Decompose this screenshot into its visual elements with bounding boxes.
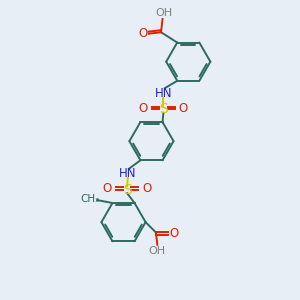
Text: O: O — [139, 102, 148, 115]
Text: HN: HN — [154, 87, 172, 100]
Text: O: O — [169, 227, 178, 240]
Text: S: S — [123, 183, 132, 197]
Text: HN: HN — [118, 167, 136, 180]
Text: O: O — [179, 102, 188, 115]
Text: CH₃: CH₃ — [80, 194, 99, 205]
Text: OH: OH — [149, 246, 166, 256]
Text: O: O — [142, 182, 152, 195]
Text: S: S — [159, 102, 168, 116]
Text: O: O — [139, 27, 148, 40]
Text: OH: OH — [155, 8, 172, 17]
Text: O: O — [103, 182, 112, 195]
